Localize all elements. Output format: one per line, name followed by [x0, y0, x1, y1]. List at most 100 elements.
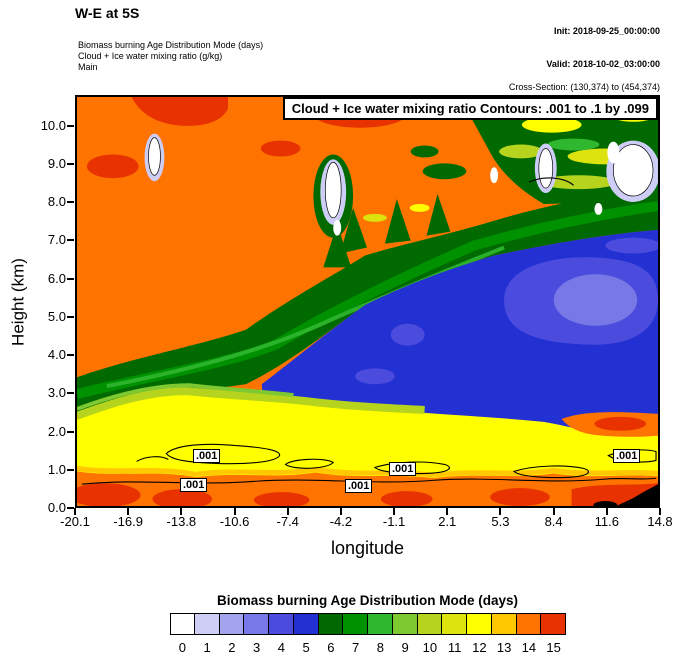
y-tick-label: 10.0 [40, 117, 66, 133]
y-tick-label: 6.0 [47, 270, 66, 286]
y-tick-label: 7.0 [47, 232, 66, 248]
y-tick-mark [67, 162, 74, 165]
colorbar-cell [244, 613, 269, 635]
page-title: W-E at 5S [75, 5, 140, 21]
contour-info-box: Cloud + Ice water mixing ratio Contours:… [282, 97, 658, 120]
x-tick-mark [180, 508, 183, 515]
y-tick-mark [67, 277, 74, 280]
y-tick-label: 2.0 [47, 423, 66, 439]
x-tick-label: -16.9 [113, 514, 143, 529]
colorbar-tick-label: 4 [277, 640, 285, 655]
x-tick-mark [393, 508, 396, 515]
green-band [77, 186, 658, 414]
colorbar-cell [269, 613, 294, 635]
colorbar-labels: 0 1 2 3 4 5 6 7 8 9 10 11 12 13 14 15 [170, 640, 566, 655]
y-tick-mark [67, 468, 74, 471]
contour-value-label: .001 [180, 478, 208, 492]
init-time: Init: 2018-09-25_00:00:00 [553, 26, 660, 36]
colorbar-tick-label: 11 [447, 640, 462, 655]
blue-region [261, 229, 658, 439]
x-tick-label: -7.4 [276, 514, 299, 529]
colorbar-tick-label: 0 [178, 640, 186, 655]
colorbar-tick-label: 14 [521, 640, 537, 655]
y-tick-mark [67, 315, 74, 318]
colorbar-cell [219, 613, 245, 635]
x-tick-label: -4.2 [329, 514, 353, 529]
colorbar-cell [293, 613, 319, 635]
colorbar-tick-label: 10 [422, 640, 438, 655]
y-tick-label: 0.0 [47, 500, 66, 515]
subtitle-grid: Main [78, 62, 98, 72]
colorbar-tick-label: 6 [327, 640, 335, 655]
colorbar-cell [467, 613, 492, 635]
colorbar-cell [442, 613, 467, 635]
subtitle-fill-variable: Biomass burning Age Distribution Mode (d… [78, 40, 264, 50]
colorbar-cell [170, 613, 195, 635]
y-tick-label: 8.0 [47, 194, 66, 210]
colorbar-cells [170, 613, 566, 635]
x-tick-mark [286, 508, 289, 515]
colorbar-cell [318, 613, 344, 635]
colorbar-cell [516, 613, 542, 635]
x-tick-label: 2.1 [438, 514, 457, 529]
cross-section-field [77, 97, 658, 506]
y-tick-mark [67, 354, 74, 357]
colorbar-tick-label: 7 [352, 640, 360, 655]
contour-value-label: .001 [193, 449, 221, 463]
colorbar-tick-label: 13 [496, 640, 512, 655]
y-tick-mark [67, 430, 74, 433]
y-tick-mark [67, 124, 74, 127]
x-tick-mark [659, 508, 661, 515]
x-tick-mark [127, 508, 130, 515]
colorbar-tick-label: 5 [302, 640, 310, 655]
x-tick-label: 8.4 [544, 514, 563, 529]
cloud-blobs [144, 133, 658, 236]
contour-value-label: .001 [613, 449, 641, 463]
x-tick-label: -1.1 [382, 514, 406, 529]
x-tick-label: 5.3 [491, 514, 510, 529]
y-tick-mark [67, 392, 74, 395]
x-tick-mark [74, 508, 76, 515]
x-tick-mark [233, 508, 236, 515]
x-tick-mark [499, 508, 502, 515]
colorbar-cell [491, 613, 517, 635]
plot-area: Cloud + Ice water mixing ratio Contours:… [75, 95, 660, 508]
colorbar-cell [343, 613, 368, 635]
x-tick-label: 14.8 [647, 514, 673, 529]
colorbar-tick-label: 8 [376, 640, 384, 655]
x-tick-mark [339, 508, 342, 515]
terrain [593, 484, 658, 506]
colorbar-title: Biomass burning Age Distribution Mode (d… [216, 593, 518, 608]
y-tick-label: 1.0 [47, 461, 66, 477]
init-valid-block: Init: 2018-09-25_00:00:00 Valid: 2018-10… [546, 4, 660, 92]
colorbar-cell [417, 613, 443, 635]
colorbar-tick-label: 3 [253, 640, 261, 655]
colorbar-cell [392, 613, 418, 635]
colorbar-cell [368, 613, 393, 635]
colorbar-cell [541, 613, 566, 635]
x-tick-label: -20.1 [60, 514, 90, 529]
y-tick-mark [67, 201, 74, 204]
colorbar-tick-label: 15 [546, 640, 561, 655]
colorbar-tick-label: 12 [472, 640, 487, 655]
subtitle-block: Biomass burning Age Distribution Mode (d… [78, 40, 263, 73]
y-tick-label: 9.0 [47, 155, 66, 171]
colorbar-tick-label: 2 [228, 640, 236, 655]
colorbar-cell [194, 613, 220, 635]
y-tick-mark [67, 507, 74, 509]
y-tick-label: 4.0 [47, 347, 66, 363]
colorbar-tick-label: 9 [401, 640, 409, 655]
x-tick-mark [446, 508, 449, 515]
y-tick-mark [67, 239, 74, 242]
x-tick-mark [552, 508, 555, 515]
x-tick-label: 11.6 [594, 514, 619, 529]
cross-section-note: Cross-Section: (130,374) to (454,374) [508, 82, 660, 92]
y-tick-label: 5.0 [47, 308, 66, 324]
x-axis-title: longitude [330, 538, 405, 558]
y-tick-label: 3.0 [47, 385, 66, 401]
colorbar-tick-label: 1 [203, 640, 211, 655]
contour-value-label: .001 [389, 462, 417, 476]
subtitle-contour-variable: Cloud + Ice water mixing ratio (g/kg) [78, 51, 223, 61]
x-tick-label: -10.6 [219, 514, 250, 529]
